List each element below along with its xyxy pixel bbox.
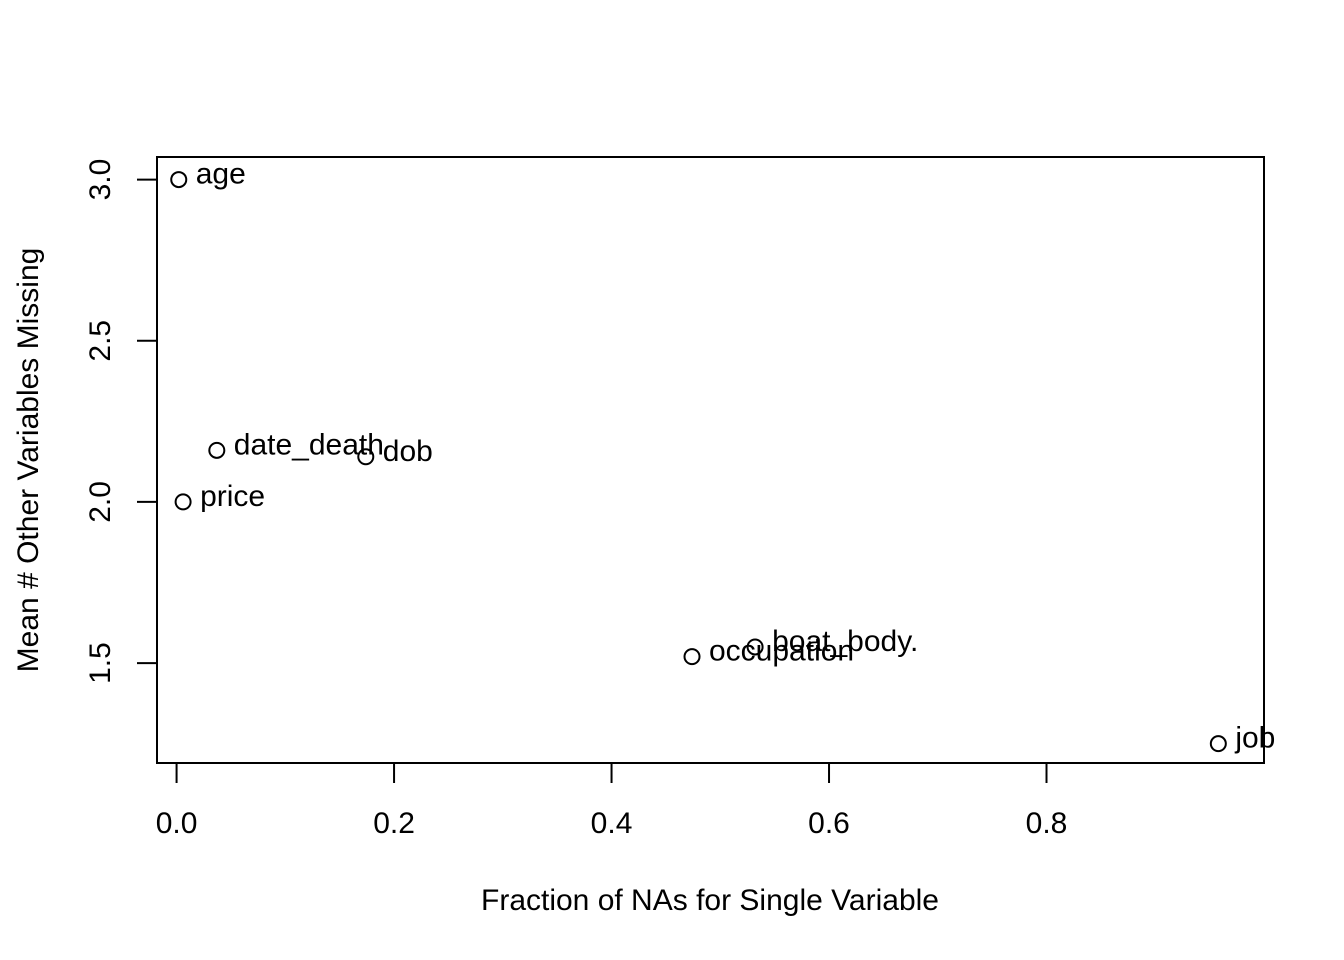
x-tick-label: 0.6 <box>808 807 850 840</box>
x-tick-label: 0.4 <box>591 807 633 840</box>
point-label: job <box>1234 722 1275 755</box>
y-axis: 1.5 2.0 2.5 3.0 <box>84 159 158 684</box>
point-label: date_death <box>234 428 384 461</box>
data-point <box>683 648 701 666</box>
x-tick-label: 0.8 <box>1026 807 1068 840</box>
y-tick-label: 1.5 <box>84 642 117 684</box>
data-point <box>170 171 188 189</box>
x-axis: 0.0 0.2 0.4 0.6 0.8 <box>156 762 1068 840</box>
y-axis-title: Mean # Other Variables Missing <box>12 248 45 673</box>
point-label: dob <box>383 435 433 468</box>
x-axis-title: Fraction of NAs for Single Variable <box>481 884 939 917</box>
y-tick-label: 2.5 <box>84 320 117 362</box>
data-point <box>208 441 226 459</box>
x-tick-label: 0.2 <box>373 807 415 840</box>
point-label: price <box>200 480 265 513</box>
y-tick-label: 2.0 <box>84 481 117 523</box>
x-tick-label: 0.0 <box>156 807 198 840</box>
data-point <box>357 448 375 466</box>
data-point <box>174 493 192 511</box>
y-tick-label: 3.0 <box>84 159 117 201</box>
data-point <box>1209 735 1227 753</box>
data-point <box>746 638 764 656</box>
point-label: age <box>196 158 246 191</box>
point-label: occupation <box>709 635 854 668</box>
point-label: boat_body. <box>772 625 918 658</box>
